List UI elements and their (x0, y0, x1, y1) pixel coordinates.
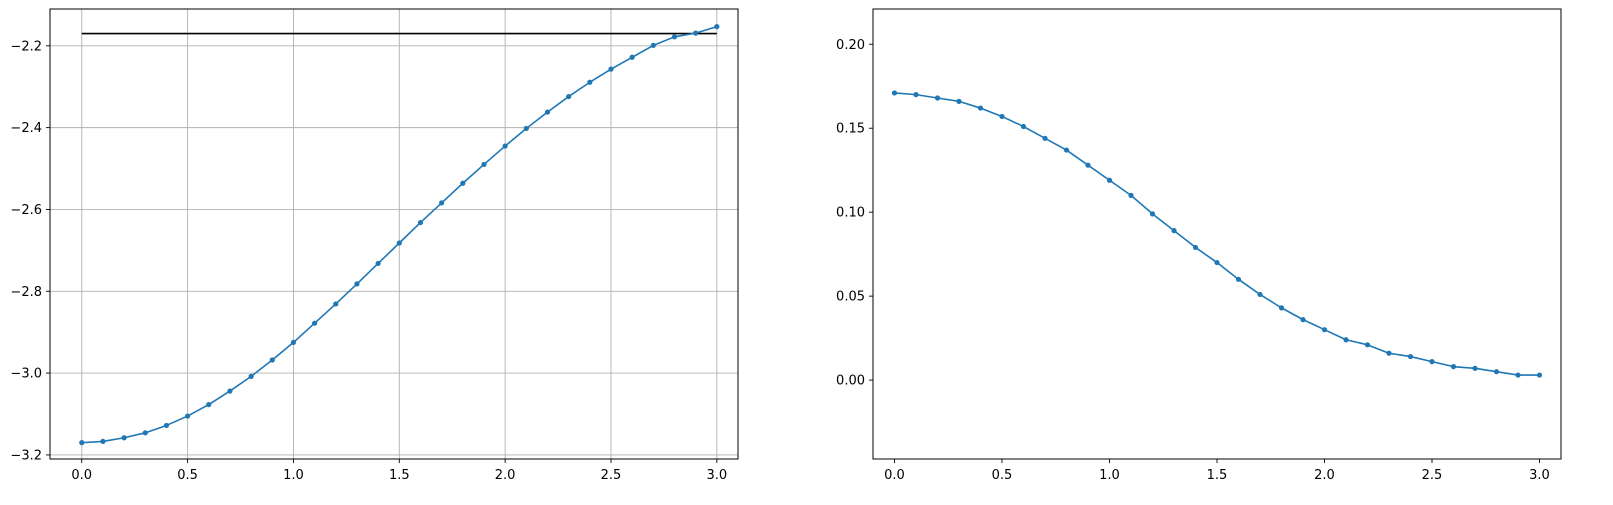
data-point (714, 23, 720, 30)
x-tick-label: 2.5 (601, 468, 622, 483)
chart-panel-1: 0.0 0.5 1.0 1.5 2.0 2.5 3.0 −3.2 −3.0 −2.8 −2.6 −2.… (10, 8, 739, 483)
data-point (460, 180, 466, 186)
data-point (163, 422, 170, 429)
data-point (1214, 259, 1220, 266)
data-point (1364, 342, 1371, 348)
data-point (1278, 305, 1285, 311)
data-point (121, 435, 127, 441)
x-tick-label: 1.0 (1099, 468, 1120, 483)
data-point (1192, 244, 1199, 251)
y-tick-label: 0.15 (836, 122, 865, 137)
y-tick-label: −2.8 (10, 285, 42, 300)
data-point (629, 54, 635, 60)
data-point (417, 219, 424, 226)
axes-frame (872, 8, 1562, 460)
data-point (396, 240, 402, 246)
x-tick-label: 3.0 (1529, 468, 1550, 483)
data-point (1407, 353, 1414, 360)
data-point (1257, 291, 1263, 298)
y-tick-label: −3.0 (10, 367, 42, 382)
data-point (439, 200, 445, 206)
data-point (354, 281, 360, 287)
data-point (523, 125, 529, 132)
data-point (1386, 350, 1392, 356)
data-point (142, 430, 148, 436)
data-point (206, 401, 212, 408)
data-point (1493, 369, 1500, 375)
x-tick-label: 2.0 (1314, 468, 1335, 483)
data-point (1300, 317, 1306, 323)
data-point (934, 95, 941, 101)
x-tick-label: 2.0 (495, 468, 516, 483)
series-line (894, 92, 1540, 376)
data-point (1536, 372, 1543, 378)
y-tick-label: −2.4 (10, 121, 42, 136)
data-point (566, 93, 572, 100)
x-tick-label: 3.0 (706, 468, 727, 483)
y-tick-label: −3.2 (10, 448, 42, 463)
data-point (1450, 364, 1457, 370)
x-tick-label: 1.0 (283, 468, 304, 483)
data-point (1429, 359, 1435, 365)
data-point (650, 42, 656, 49)
data-point (1085, 162, 1091, 168)
data-point (1042, 135, 1048, 141)
data-point (1106, 177, 1113, 183)
data-point (502, 143, 508, 149)
data-point (1063, 147, 1070, 153)
data-point (185, 413, 191, 419)
data-point (1515, 372, 1521, 378)
data-point (1472, 365, 1478, 371)
x-tick-label: 0.0 (884, 468, 905, 483)
data-point (956, 98, 962, 104)
data-point (587, 79, 593, 85)
data-point (269, 357, 275, 363)
axes-frame (49, 8, 739, 460)
x-tick-label: 0.5 (992, 468, 1013, 483)
data-point (481, 161, 487, 168)
data-point (891, 90, 898, 96)
y-tick-label: −2.2 (10, 39, 42, 54)
x-tick-label: 0.0 (71, 468, 92, 483)
data-point (227, 388, 233, 394)
data-point (1235, 276, 1242, 282)
y-tick-label: 0.05 (836, 290, 865, 305)
data-point (1128, 192, 1134, 198)
data-point (333, 301, 339, 307)
data-point (1343, 337, 1349, 343)
data-point (913, 92, 919, 98)
data-point (693, 30, 699, 36)
data-point (1020, 123, 1027, 130)
x-tick-label: 2.5 (1422, 468, 1443, 483)
data-point (290, 339, 297, 346)
x-tick-label: 1.5 (1207, 468, 1228, 483)
data-point (375, 260, 381, 267)
data-point (79, 440, 85, 446)
chart-panel-2: 0.0 0.5 1.0 1.5 2.0 2.5 3.0 0.00 0.05 0.10 0.15 0.2… (836, 8, 1562, 483)
data-point (1149, 211, 1156, 217)
y-tick-label: 0.20 (836, 38, 865, 53)
data-point (999, 113, 1005, 120)
y-tick-label: −2.6 (10, 203, 42, 218)
data-point (1321, 327, 1328, 333)
data-point (100, 438, 106, 445)
data-point (608, 66, 614, 72)
data-point (1171, 228, 1177, 234)
x-tick-label: 1.5 (389, 468, 410, 483)
y-tick-label: 0.00 (836, 374, 865, 389)
x-tick-label: 0.5 (177, 468, 198, 483)
y-tick-label: 0.10 (836, 206, 865, 221)
data-point (977, 105, 984, 111)
data-point (544, 109, 551, 115)
data-point (312, 320, 318, 326)
data-point (248, 373, 254, 379)
data-point (671, 34, 678, 40)
